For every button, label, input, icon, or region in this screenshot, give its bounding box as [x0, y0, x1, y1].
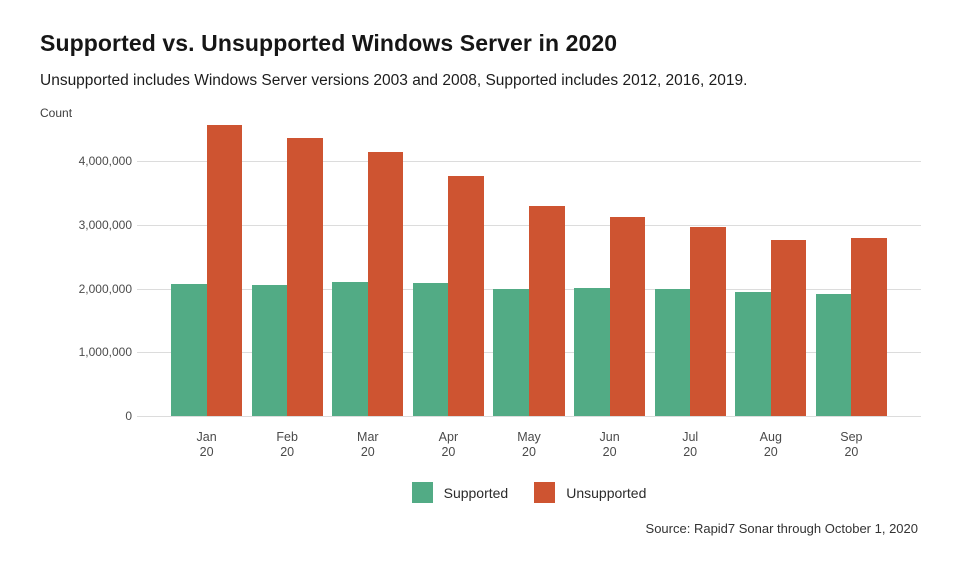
y-tick-label: 3,000,000	[78, 217, 132, 232]
bar-unsupported-mar-20	[367, 151, 404, 416]
gridline	[137, 161, 921, 163]
bar-supported-mar-20	[332, 282, 368, 416]
legend-label: Unsupported	[566, 484, 647, 501]
bar-unsupported-jun-20	[609, 216, 646, 416]
x-tick-label: Feb 20	[276, 430, 298, 459]
x-tick-label: Jul 20	[682, 430, 699, 459]
legend-item-unsupported: Unsupported	[534, 482, 646, 503]
bar-supported-may-20	[493, 288, 529, 416]
bar-unsupported-jan-20	[206, 124, 243, 416]
bar-supported-jul-20	[654, 288, 691, 416]
bar-supported-aug-20	[735, 291, 771, 416]
bar-unsupported-jul-20	[690, 226, 726, 416]
x-tick-label: Apr 20	[438, 430, 459, 459]
gridline	[137, 416, 921, 417]
y-tick-label: 4,000,000	[78, 154, 132, 169]
x-tick-label: Mar 20	[357, 430, 379, 459]
page-subtitle: Unsupported includes Windows Server vers…	[40, 72, 748, 89]
legend-swatch-supported	[411, 482, 433, 503]
bar-supported-apr-20	[412, 282, 449, 416]
bar-unsupported-feb-20	[287, 138, 323, 416]
legend-swatch-unsupported	[534, 482, 556, 503]
legend: Supported Unsupported	[137, 482, 921, 503]
x-tick-label: Sep 20	[840, 430, 863, 459]
x-tick-label: Jun 20	[599, 430, 620, 459]
y-tick-label: 0	[125, 409, 132, 423]
bar-supported-feb-20	[251, 284, 288, 416]
source-note: Source: Rapid7 Sonar through October 1, …	[645, 521, 918, 536]
bar-unsupported-sep-20	[851, 238, 887, 416]
x-tick-label: Aug 20	[759, 430, 782, 459]
bar-supported-sep-20	[815, 293, 852, 416]
legend-label: Supported	[443, 484, 509, 501]
bar-supported-jun-20	[574, 287, 610, 416]
page-title: Supported vs. Unsupported Windows Server…	[40, 30, 618, 56]
bar-unsupported-apr-20	[448, 176, 484, 416]
bar-supported-jan-20	[171, 283, 207, 416]
y-tick-label: 1,000,000	[78, 345, 132, 360]
legend-item-supported: Supported	[411, 482, 509, 503]
bar-unsupported-may-20	[529, 206, 565, 416]
y-tick-label: 2,000,000	[78, 281, 132, 296]
bar-unsupported-aug-20	[770, 240, 807, 416]
y-axis-title: Count	[40, 106, 73, 120]
x-tick-label: May 20	[517, 430, 541, 459]
x-tick-label: Jan 20	[196, 430, 217, 459]
